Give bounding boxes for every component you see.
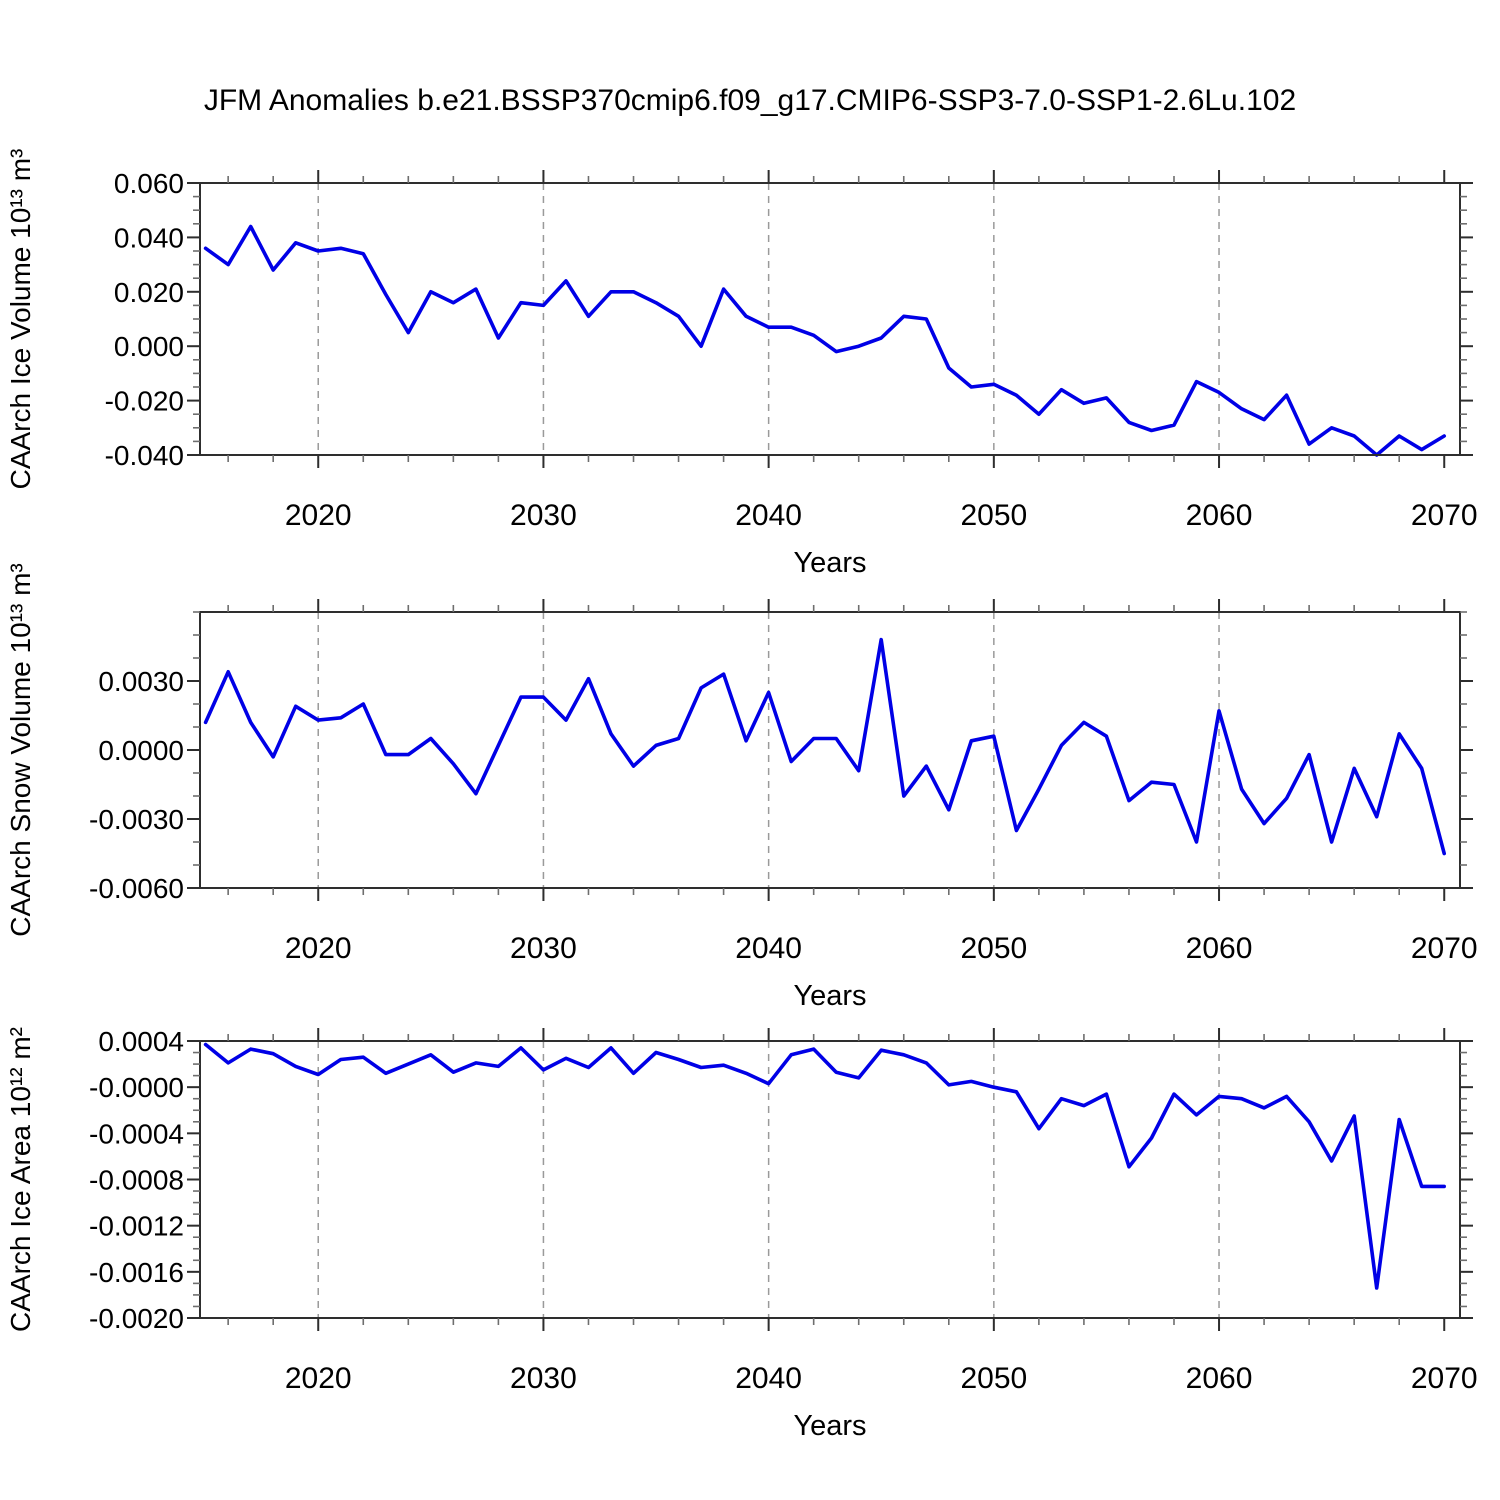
x-tick-label: 2050 [960,1362,1027,1395]
ticks [187,599,1473,901]
x-tick-label: 2050 [960,932,1027,965]
x-tick-label: 2060 [1186,1362,1253,1395]
x-tick-label: 2040 [735,932,802,965]
y-tick-label: 0.000 [114,331,184,362]
x-axis-label-caarch-ice-volume: Years [793,547,866,579]
chart-title: JFM Anomalies b.e21.BSSP370cmip6.f09_g17… [203,84,1297,117]
x-tick-label: 2020 [285,499,352,532]
y-tick-label: -0.0012 [89,1211,184,1242]
x-tick-label: 2020 [285,1362,352,1395]
ticks [187,1028,1473,1331]
y-tick-label: -0.040 [105,440,184,471]
panel-caarch-ice-volume: 0.060 0.040 0.020 0.000 -0.020 -0.040 2020 2030… [5,149,1478,579]
y-axis-label-caarch-ice-volume: CAArch Ice Volume 10¹³ m³ [5,149,36,490]
x-tick-label: 2040 [735,499,802,532]
y-tick-label: -0.020 [105,386,184,417]
x-tick-label: 2030 [510,499,577,532]
x-tick-label: 2030 [510,932,577,965]
x-tick-label: 2020 [285,932,352,965]
y-tick-label: -0.0004 [89,1118,184,1149]
y-tick-label: -0.0030 [89,804,184,835]
y-axis-label-caarch-ice-area: CAArch Ice Area 10¹² m² [5,1027,36,1332]
y-tick-label: -0.0060 [89,873,184,904]
x-axis-label-caarch-snow-volume: Years [793,980,866,1012]
y-axis-label-caarch-snow-volume: CAArch Snow Volume 10¹³ m³ [5,563,36,936]
data-line-caarch-ice-area [203,1042,1446,1290]
x-tick-label: 2060 [1186,932,1253,965]
y-tick-label: -0.0000 [89,1072,184,1103]
x-tick-label: 2030 [510,1362,577,1395]
panel-caarch-ice-area: 0.0004 -0.0000 -0.0004 -0.0008 -0.0012 -0.001… [5,1026,1478,1442]
y-tick-label: 0.060 [114,168,184,199]
x-tick-label: 2050 [960,499,1027,532]
x-tick-label: 2040 [735,1362,802,1395]
data-line-caarch-ice-volume [203,224,1446,457]
gridlines [317,612,1220,888]
plot-box [199,1040,1461,1319]
panel-caarch-snow-volume: 0.0030 0.0000 -0.0030 -0.0060 2020 2030 2040 20… [5,563,1478,1012]
x-tick-label: 2070 [1411,932,1478,965]
y-tick-label: 0.0030 [98,666,184,697]
plot-box [199,611,1461,889]
y-tick-label: 0.0004 [98,1026,184,1057]
x-tick-label: 2060 [1186,499,1253,532]
x-axis-label-caarch-ice-area: Years [793,1410,866,1442]
y-tick-label: -0.0008 [89,1165,184,1196]
data-line-caarch-snow-volume [203,637,1446,856]
y-tick-label: 0.0000 [98,735,184,766]
y-tick-label: 0.020 [114,277,184,308]
ticks [187,170,1473,468]
x-tick-label: 2070 [1411,1362,1478,1395]
y-tick-label: -0.0020 [89,1303,184,1334]
y-tick-label: -0.0016 [89,1257,184,1288]
y-tick-label: 0.040 [114,222,184,253]
x-tick-label: 2070 [1411,499,1478,532]
gridlines [317,183,1220,455]
